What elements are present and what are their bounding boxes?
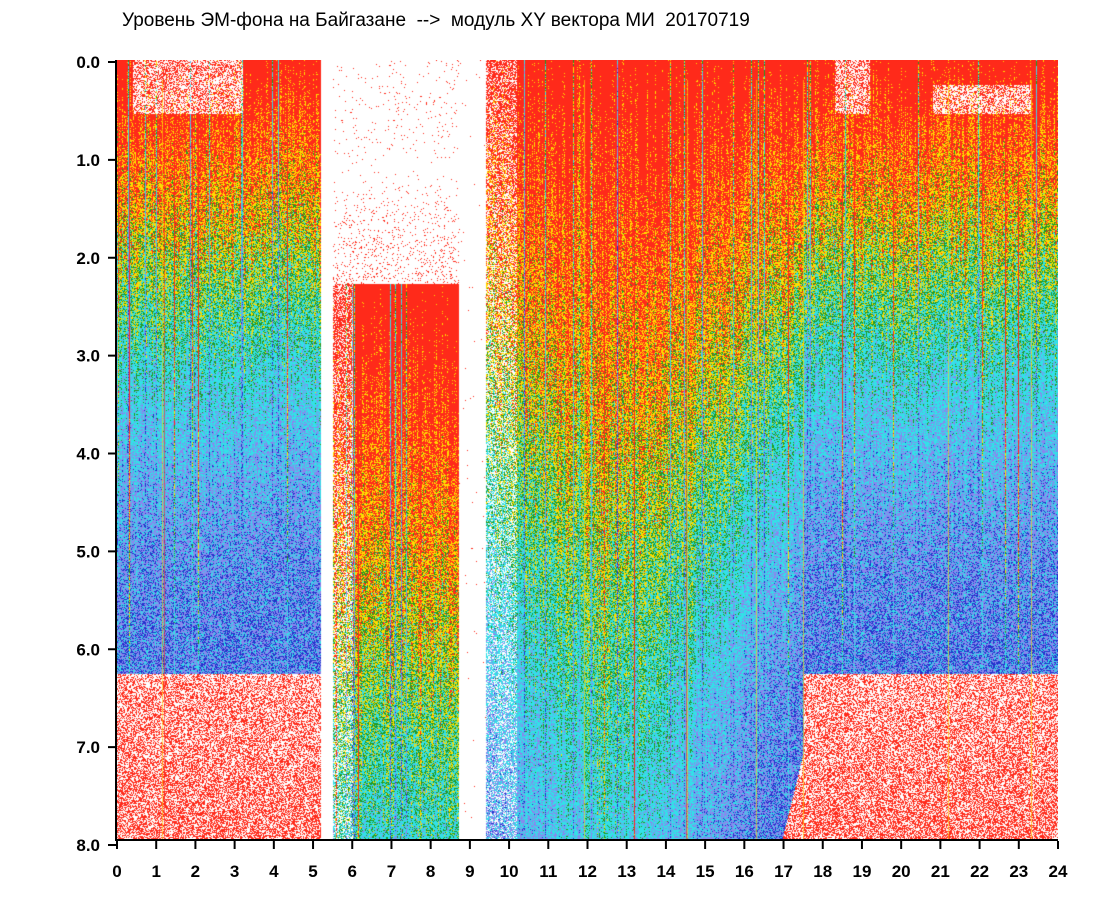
x-tick-label: 1 <box>151 862 160 881</box>
x-tick-label: 10 <box>500 862 519 881</box>
y-tick-label: 8.0 <box>76 836 100 855</box>
plot-frame <box>115 60 1058 841</box>
x-tick-label: 8 <box>426 862 435 881</box>
x-tick-label: 19 <box>852 862 871 881</box>
x-tick-label: 9 <box>465 862 474 881</box>
x-tick-label: 7 <box>387 862 396 881</box>
x-tick-label: 23 <box>1009 862 1028 881</box>
y-tick-label: 6.0 <box>76 640 100 659</box>
y-tick-label: 0.0 <box>76 53 100 72</box>
x-tick-label: 0 <box>112 862 121 881</box>
chart-title: Уровень ЭМ-фона на Байгазане --> модуль … <box>122 10 750 31</box>
x-tick-label: 11 <box>539 862 557 881</box>
x-tick-label: 16 <box>735 862 754 881</box>
x-tick-label: 6 <box>348 862 357 881</box>
x-tick-label: 18 <box>813 862 832 881</box>
x-tick-label: 24 <box>1049 862 1068 881</box>
x-tick-label: 14 <box>656 862 675 881</box>
x-tick-label: 5 <box>308 862 317 881</box>
x-tick-label: 12 <box>578 862 597 881</box>
y-tick-label: 5.0 <box>76 542 100 561</box>
y-tick-label: 1.0 <box>76 151 100 170</box>
x-tick-label: 13 <box>617 862 636 881</box>
x-tick-label: 4 <box>269 862 279 881</box>
x-tick-label: 21 <box>931 862 950 881</box>
y-tick-label: 4.0 <box>76 445 100 464</box>
x-tick-label: 2 <box>191 862 200 881</box>
x-tick-label: 22 <box>970 862 989 881</box>
x-tick-label: 20 <box>892 862 911 881</box>
y-tick-label: 7.0 <box>76 738 100 757</box>
x-tick-label: 17 <box>774 862 793 881</box>
y-tick-label: 3.0 <box>76 347 100 366</box>
y-tick-label: 2.0 <box>76 249 100 268</box>
x-tick-label: 3 <box>230 862 239 881</box>
x-tick-label: 15 <box>696 862 715 881</box>
heatmap-plot-area <box>117 60 1058 839</box>
